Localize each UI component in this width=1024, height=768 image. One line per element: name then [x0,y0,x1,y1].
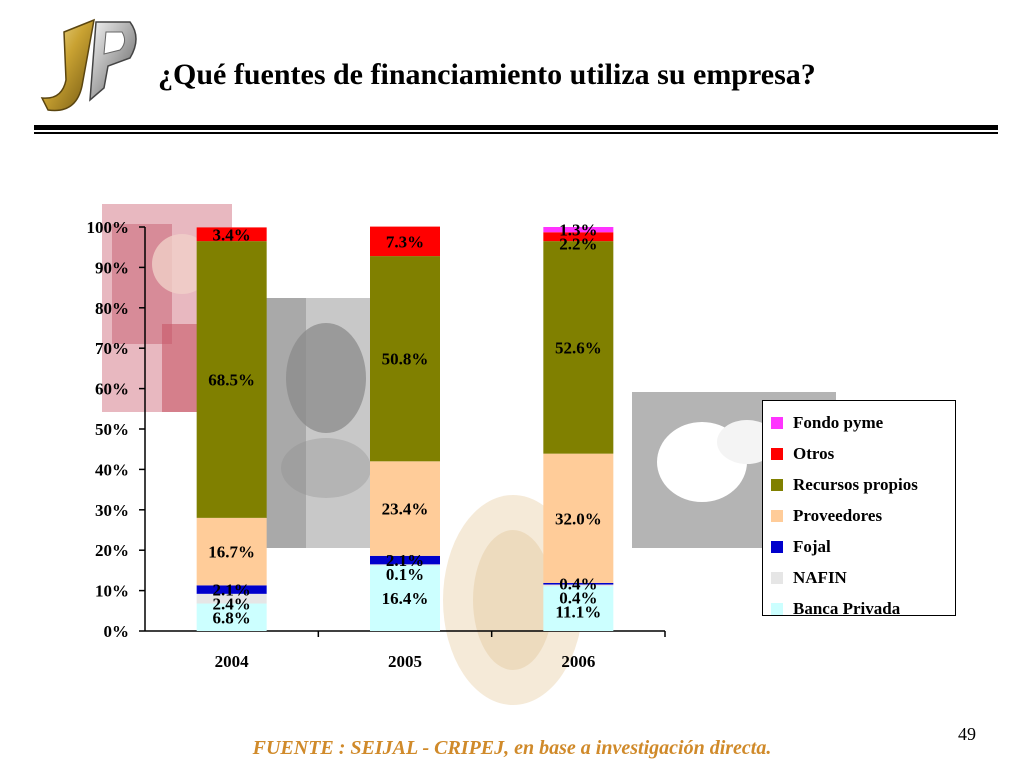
bar-segment [196,227,267,242]
data-label: 68.5% [208,371,255,390]
data-label: 16.4% [382,589,429,608]
data-label: 0.4% [559,575,597,594]
legend-label: Proveedores [793,505,883,525]
bar-segment [196,603,267,631]
data-label: 2.1% [213,581,251,600]
bar-segment [543,241,614,454]
bar-segment [370,564,440,566]
bar-segment [370,226,440,257]
legend-item: Proveedores [769,500,955,531]
legend-label: Banca Privada [793,598,901,618]
legend-swatch [771,478,783,491]
y-tick-label: 80% [95,299,129,318]
legend-label: NAFIN [793,567,847,587]
bar-segment [196,241,267,518]
bar-segment [543,232,614,242]
data-label: 0.1% [386,565,424,584]
bar-segment [543,227,614,233]
y-tick-label: 60% [95,380,129,399]
legend-item: Recursos propios [769,469,955,500]
bar-segment [543,582,614,585]
bar-segment [543,584,614,587]
y-tick-label: 100% [87,218,130,237]
legend-swatch [771,509,783,522]
background-photo-woman [266,298,370,548]
y-tick-label: 20% [95,541,129,560]
data-label: 0.4% [559,589,597,608]
legend-item: Fondo pyme [769,407,955,438]
x-tick-label: 2006 [561,652,595,671]
data-label: 32.0% [555,509,602,528]
bar-segment [196,585,267,594]
y-tick-label: 40% [95,460,129,479]
legend-swatch [771,447,783,460]
bar-segment [196,593,267,604]
data-label: 2.1% [386,551,424,570]
bar-segment [370,555,440,565]
data-label: 2.2% [559,235,597,254]
data-label: 11.1% [555,603,601,622]
data-label: 1.3% [559,221,597,240]
legend-swatch [771,416,783,429]
legend-label: Fojal [793,536,831,556]
x-tick-label: 2005 [388,652,422,671]
legend-swatch [771,571,783,584]
bar-segment [543,586,614,631]
data-label: 3.4% [213,225,251,244]
legend-item: Otros [769,438,955,469]
y-tick-label: 70% [95,339,129,358]
data-label: 7.3% [386,232,424,251]
source-note: FUENTE : SEIJAL - CRIPEJ, en base a inve… [252,737,772,759]
bar-segment [370,564,440,631]
x-tick-label: 2004 [215,652,250,671]
bar-segment [370,256,440,462]
y-tick-label: 10% [95,582,129,601]
title-rule-thin [34,132,998,134]
data-label: 16.7% [208,543,255,562]
legend-label: Fondo pyme [793,412,884,432]
data-label: 50.8% [382,350,429,369]
data-label: 6.8% [213,609,251,628]
y-tick-label: 30% [95,501,129,520]
jp-logo [40,18,137,112]
legend-swatch [771,602,783,615]
title-rule [34,125,998,130]
legend-item: Banca Privada [769,593,955,624]
slide-title: ¿Qué fuentes de financiamiento utiliza s… [158,58,816,91]
legend-label: Recursos propios [793,474,918,494]
bar-segment [370,461,440,556]
legend-swatch [771,540,783,553]
bar-segment [543,453,614,583]
legend-label: Otros [793,443,835,463]
y-tick-label: 0% [104,622,130,641]
chart-legend: Fondo pyme Otros Recursos propios Proveedor… [762,400,956,618]
data-label: 2.4% [213,595,251,614]
data-label: 52.6% [555,338,602,357]
legend-item: NAFIN [769,562,955,593]
y-tick-label: 90% [95,258,129,277]
y-tick-label: 50% [95,420,129,439]
legend-item: Fojal [769,531,955,562]
page-number: 49 [958,724,976,744]
bar-segment [196,517,267,586]
data-label: 23.4% [382,500,429,519]
